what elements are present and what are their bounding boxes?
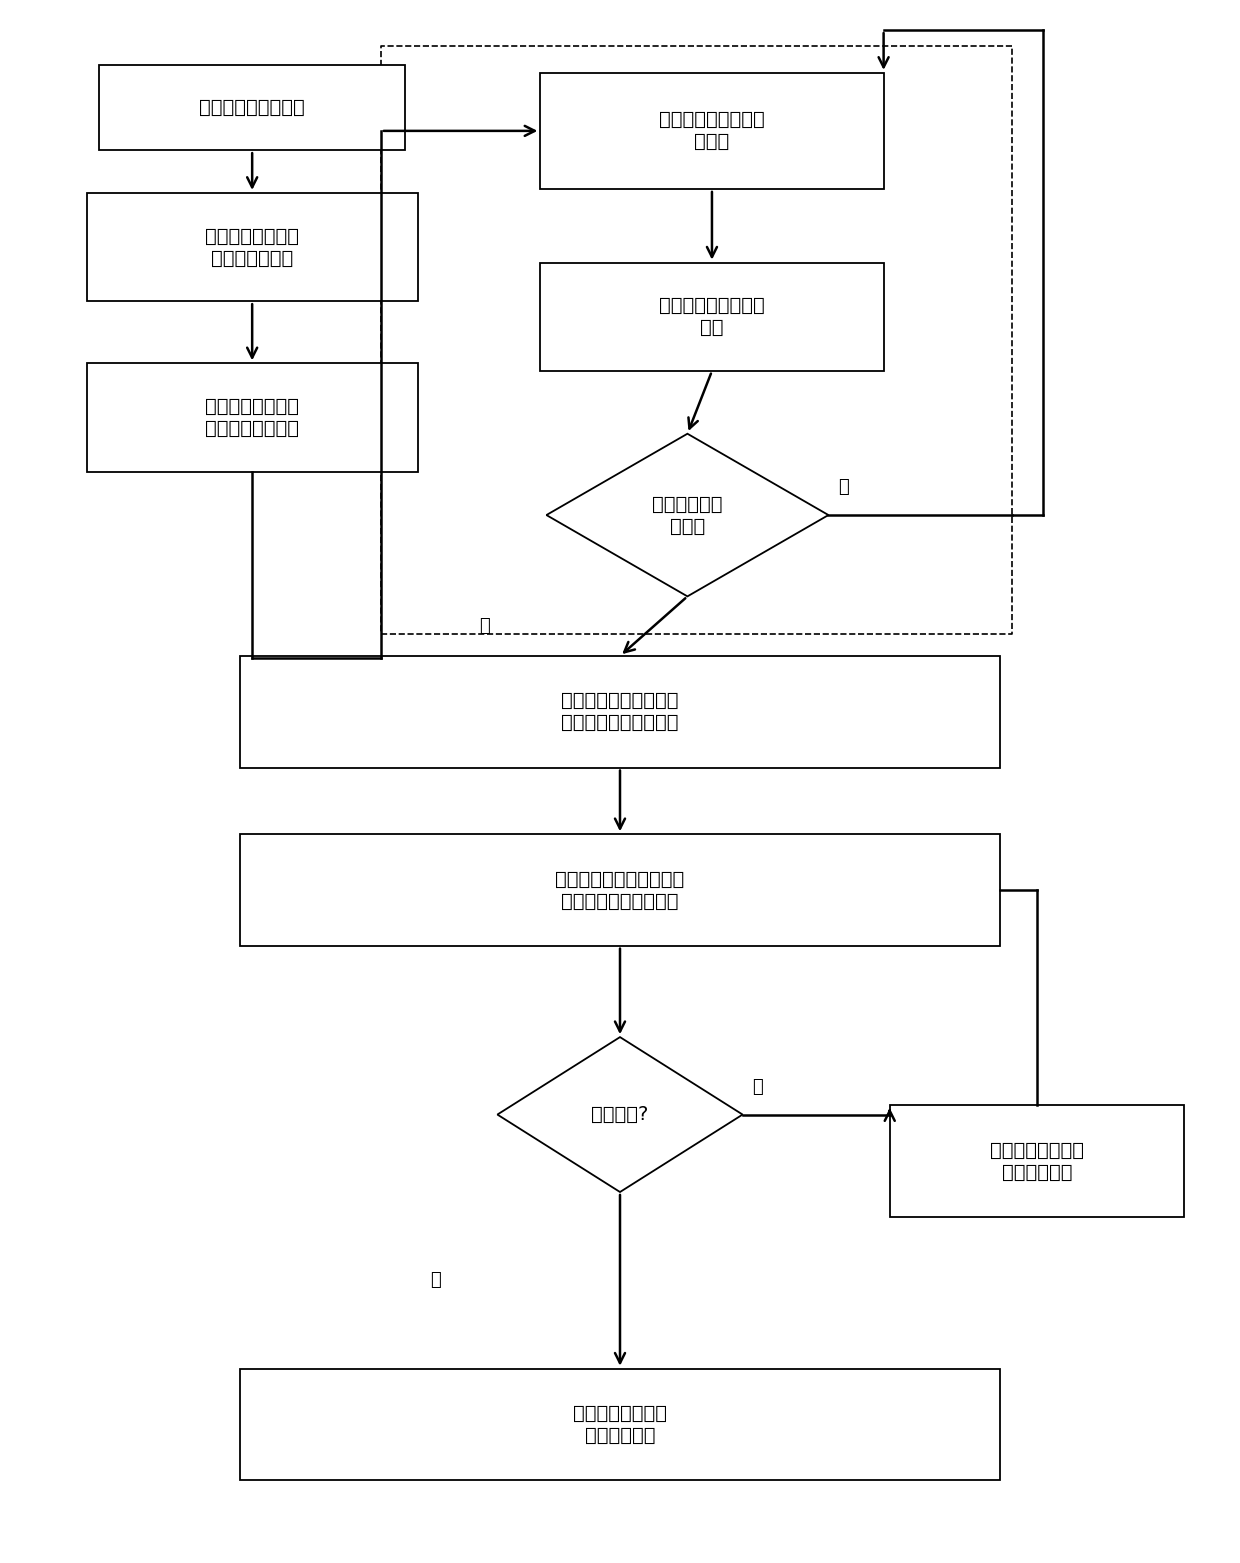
FancyBboxPatch shape <box>890 1105 1184 1218</box>
Text: 机器人按规划路线
对光伏板进行巡检: 机器人按规划路线 对光伏板进行巡检 <box>205 397 299 438</box>
Text: 是: 是 <box>430 1271 440 1289</box>
FancyBboxPatch shape <box>99 66 405 150</box>
Text: 机器人回传位置及巡
检图像: 机器人回传位置及巡 检图像 <box>660 111 765 152</box>
Text: 是: 是 <box>479 617 490 635</box>
Polygon shape <box>547 433 828 597</box>
FancyBboxPatch shape <box>87 192 418 302</box>
FancyBboxPatch shape <box>239 1369 1001 1480</box>
Text: 机器人工作站设置
机器人巡检模式: 机器人工作站设置 机器人巡检模式 <box>205 227 299 267</box>
Text: 监控单元对图像进行
识别: 监控单元对图像进行 识别 <box>660 297 765 338</box>
FancyBboxPatch shape <box>541 263 884 370</box>
Polygon shape <box>497 1038 743 1193</box>
FancyBboxPatch shape <box>87 363 418 472</box>
Text: 否: 否 <box>753 1077 763 1096</box>
Text: 机器人按指令对需要清洁
的光伏板进行清洗作业: 机器人按指令对需要清洁 的光伏板进行清洗作业 <box>556 869 684 910</box>
FancyBboxPatch shape <box>239 656 1001 767</box>
FancyBboxPatch shape <box>541 73 884 189</box>
Text: 污染物是否需
要清除: 污染物是否需 要清除 <box>652 494 723 536</box>
Text: 系统确认清洗结果
生成清洗报表: 系统确认清洗结果 生成清洗报表 <box>573 1404 667 1444</box>
Text: 巡检机器人路线规划: 巡检机器人路线规划 <box>200 98 305 117</box>
FancyBboxPatch shape <box>239 835 1001 946</box>
Text: 机器人返回工作站
进行自动维护: 机器人返回工作站 进行自动维护 <box>990 1141 1084 1182</box>
Text: 清洗完成?: 清洗完成? <box>591 1105 649 1124</box>
Text: 否: 否 <box>838 478 849 495</box>
Text: 发送需清除的光伏板位
置数据给机器人工作站: 发送需清除的光伏板位 置数据给机器人工作站 <box>562 691 678 733</box>
